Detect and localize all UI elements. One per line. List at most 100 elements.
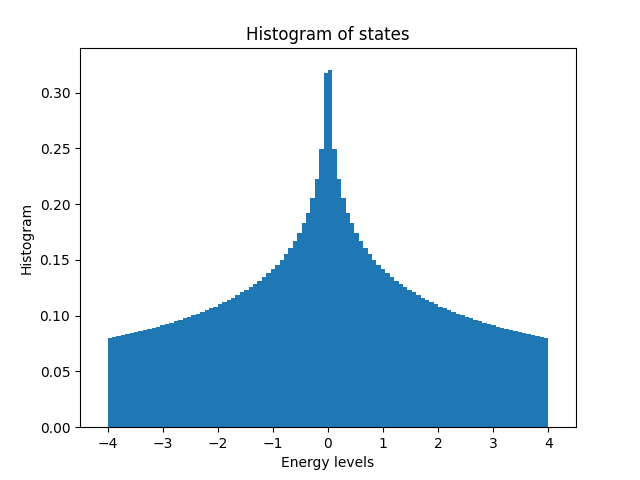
Bar (240, 292, 244, 427)
Bar (469, 318, 474, 427)
Bar (178, 320, 182, 427)
Bar (447, 310, 451, 427)
Bar (350, 224, 355, 427)
Bar (544, 338, 548, 427)
Bar (108, 338, 112, 427)
Bar (385, 273, 390, 427)
Bar (187, 317, 191, 427)
Bar (540, 337, 544, 427)
Bar (460, 315, 465, 427)
Bar (310, 198, 315, 427)
Bar (456, 313, 460, 427)
Bar (288, 248, 292, 427)
Bar (535, 336, 540, 427)
Bar (116, 336, 121, 427)
Bar (130, 333, 134, 427)
Bar (271, 269, 275, 427)
Bar (121, 335, 125, 427)
Bar (491, 325, 495, 427)
Bar (292, 240, 297, 427)
Bar (376, 264, 381, 427)
Bar (390, 277, 394, 427)
Bar (483, 323, 487, 427)
Bar (429, 302, 434, 427)
Bar (161, 325, 165, 427)
Bar (341, 198, 346, 427)
Bar (249, 287, 253, 427)
Bar (504, 328, 509, 427)
Bar (522, 333, 526, 427)
Bar (125, 335, 130, 427)
Bar (486, 324, 491, 427)
Bar (306, 213, 310, 427)
Bar (346, 213, 350, 427)
Bar (500, 328, 504, 427)
Bar (222, 302, 227, 427)
Bar (328, 71, 332, 427)
Bar (324, 73, 328, 427)
Bar (156, 326, 161, 427)
Bar (209, 308, 213, 427)
Bar (297, 233, 301, 427)
Bar (301, 224, 306, 427)
Bar (408, 290, 412, 427)
Bar (526, 335, 531, 427)
Bar (372, 260, 376, 427)
Bar (319, 149, 324, 427)
Bar (205, 310, 209, 427)
Bar (425, 300, 429, 427)
Bar (451, 312, 456, 427)
Bar (173, 322, 178, 427)
Title: Histogram of states: Histogram of states (246, 25, 410, 44)
Bar (355, 233, 359, 427)
Bar (227, 300, 231, 427)
Bar (266, 273, 271, 427)
Bar (394, 281, 399, 427)
Bar (196, 313, 200, 427)
Bar (284, 254, 289, 427)
Bar (147, 328, 152, 427)
Bar (332, 149, 337, 427)
Bar (434, 304, 438, 427)
Bar (367, 254, 372, 427)
Bar (143, 330, 147, 427)
Bar (280, 260, 284, 427)
Bar (218, 304, 222, 427)
Bar (134, 332, 138, 427)
Bar (112, 337, 116, 427)
Bar (443, 308, 447, 427)
Bar (213, 307, 218, 427)
Bar (478, 322, 483, 427)
Bar (438, 307, 443, 427)
Bar (152, 328, 156, 427)
Bar (531, 335, 535, 427)
Bar (191, 315, 196, 427)
Bar (399, 284, 403, 427)
Bar (381, 269, 385, 427)
Bar (513, 331, 518, 427)
Bar (275, 264, 280, 427)
Bar (231, 298, 236, 427)
Bar (495, 326, 500, 427)
Bar (416, 295, 420, 427)
Bar (474, 320, 478, 427)
Bar (412, 292, 416, 427)
Bar (138, 331, 143, 427)
Bar (262, 277, 266, 427)
Bar (403, 287, 408, 427)
X-axis label: Energy levels: Energy levels (282, 456, 374, 470)
Bar (170, 323, 173, 427)
Bar (315, 179, 319, 427)
Bar (244, 290, 249, 427)
Bar (182, 318, 187, 427)
Y-axis label: Histogram: Histogram (20, 202, 34, 274)
Bar (465, 317, 469, 427)
Bar (509, 330, 513, 427)
Bar (420, 298, 425, 427)
Bar (257, 281, 262, 427)
Bar (236, 295, 240, 427)
Bar (518, 332, 522, 427)
Bar (364, 248, 367, 427)
Bar (337, 179, 341, 427)
Bar (359, 240, 364, 427)
